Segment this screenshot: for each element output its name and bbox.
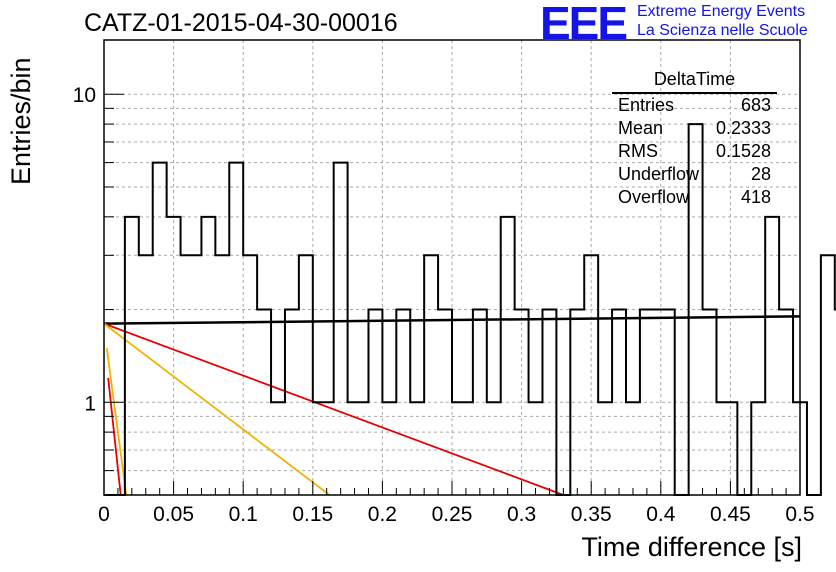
eee-logo-line2: La Scienza nelle Scuole <box>637 22 808 39</box>
fit-line <box>103 322 331 496</box>
x-tick-label: 0.05 <box>153 503 194 526</box>
y-tick-label: 10 <box>73 84 96 107</box>
stats-value: 28 <box>750 164 771 184</box>
fit-line <box>103 322 564 496</box>
stats-row-overflow: Overflow 418 <box>612 186 777 209</box>
stats-row-entries: Entries 683 <box>612 94 777 117</box>
stats-label: Mean <box>618 118 664 138</box>
stats-row-mean: Mean 0.2333 <box>612 117 777 140</box>
y-tick-labels: 1 10 <box>73 84 96 415</box>
x-tick-labels: 0 0.05 0.1 0.15 0.2 0.25 0.3 0.35 0.4 0.45 0.5 <box>98 503 814 526</box>
axis-ticks <box>103 93 801 496</box>
x-tick-label: 0 <box>98 503 110 526</box>
histogram-line <box>104 123 836 496</box>
chart-title: CATZ-01-2015-04-30-00016 <box>84 9 398 37</box>
fit-line <box>105 347 128 496</box>
fit-line <box>107 377 122 496</box>
fit-lines <box>103 315 801 496</box>
x-tick-label: 0.15 <box>292 503 333 526</box>
stats-label: Entries <box>618 95 675 115</box>
stats-value: 418 <box>740 187 771 207</box>
x-tick-label: 0.25 <box>432 503 473 526</box>
x-tick-label: 0.3 <box>507 503 536 526</box>
stats-value: 683 <box>740 95 771 115</box>
x-tick-label: 0.45 <box>710 503 751 526</box>
y-tick-label: 1 <box>84 392 96 415</box>
stats-value: 0.1528 <box>715 141 771 161</box>
x-tick-label: 0.2 <box>368 503 397 526</box>
stats-title: DeltaTime <box>612 67 777 94</box>
x-tick-label: 0.4 <box>646 503 676 526</box>
stats-label: Underflow <box>618 164 700 184</box>
stats-label: Overflow <box>618 187 690 207</box>
x-axis-label: Time difference [s] <box>581 532 802 562</box>
x-tick-label: 0.5 <box>785 503 814 526</box>
eee-logo-mark: EEE <box>540 0 628 49</box>
x-tick-label: 0.1 <box>229 503 258 526</box>
stats-row-rms: RMS 0.1528 <box>612 140 777 163</box>
stats-label: RMS <box>618 141 658 161</box>
x-tick-label: 0.35 <box>571 503 612 526</box>
stats-row-underflow: Underflow 28 <box>612 163 777 186</box>
stats-box: DeltaTime Entries 683 Mean 0.2333 RMS 0.… <box>612 67 777 209</box>
eee-logo-line1: Extreme Energy Events <box>637 3 806 20</box>
y-axis-label: Entries/bin <box>6 57 36 185</box>
stats-value: 0.2333 <box>715 118 771 138</box>
